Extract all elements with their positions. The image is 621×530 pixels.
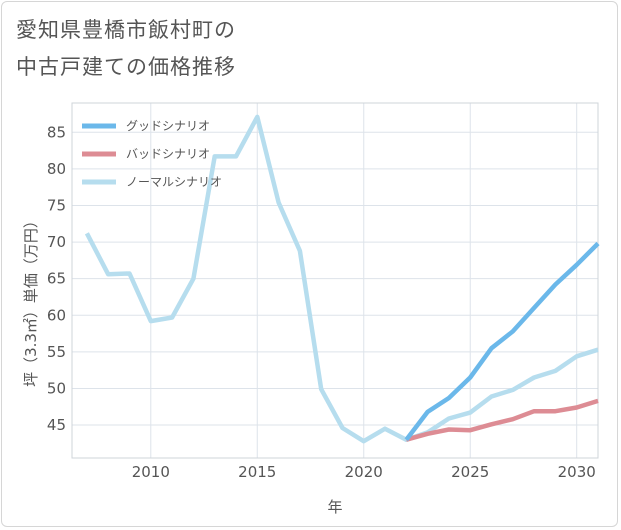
y-tick-85: 85	[47, 123, 66, 141]
x-axis-label: 年	[327, 498, 342, 516]
x-tick-2030: 2030	[558, 463, 596, 481]
legend-label-2: ノーマルシナリオ	[126, 175, 222, 189]
series-line-2	[84, 114, 599, 444]
y-tick-60: 60	[47, 306, 66, 324]
series	[84, 114, 600, 444]
x-tick-2015: 2015	[238, 463, 276, 481]
y-tick-50: 50	[47, 379, 66, 397]
legend-label-1: バッドシナリオ	[126, 147, 210, 161]
axis-ticks: 2010 2015 2020 2025 2030 45 50 55 60 65 70 75 80 85	[47, 123, 596, 481]
chart-title-line2: 中古戸建ての価格推移	[16, 55, 236, 79]
y-tick-70: 70	[47, 233, 66, 251]
y-tick-65: 65	[47, 270, 66, 288]
plot-border	[71, 102, 599, 459]
chart-title: 愛知県豊橋市飯村町の 中古戸建ての価格推移	[16, 12, 236, 86]
grid	[72, 103, 598, 458]
series-line-0	[404, 241, 600, 442]
chart-title-line1: 愛知県豊橋市飯村町の	[16, 18, 236, 42]
y-tick-55: 55	[47, 343, 66, 361]
y-tick-80: 80	[47, 160, 66, 178]
y-axis-label: 坪（3.3㎡）単価（万円）	[22, 213, 40, 387]
x-tick-2010: 2010	[132, 463, 170, 481]
legend-label-0: グッドシナリオ	[126, 119, 210, 133]
series-line-1	[405, 398, 599, 442]
x-tick-2025: 2025	[451, 463, 489, 481]
y-tick-45: 45	[47, 416, 66, 434]
y-tick-75: 75	[47, 196, 66, 214]
x-tick-2020: 2020	[345, 463, 383, 481]
